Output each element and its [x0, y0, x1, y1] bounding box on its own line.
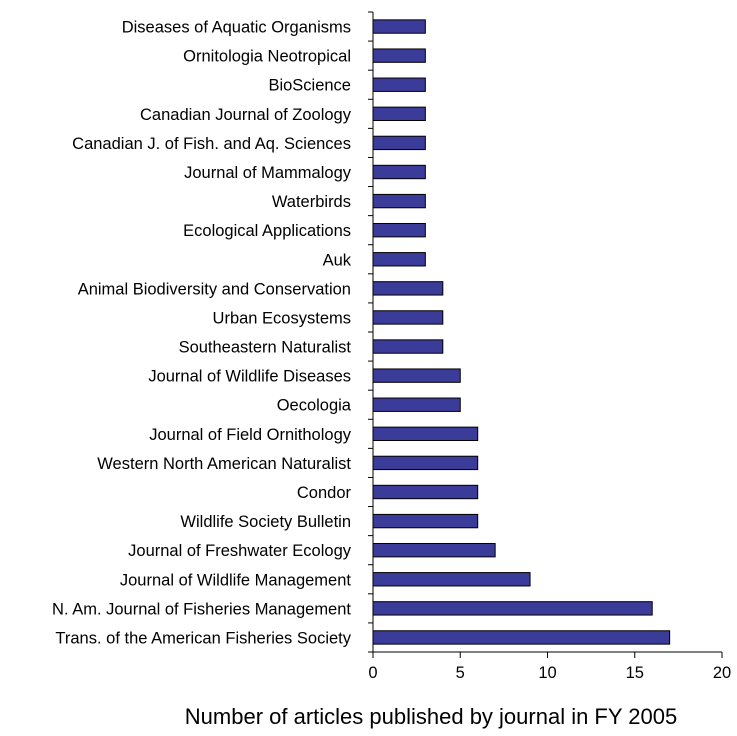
category-label: N. Am. Journal of Fisheries Management: [52, 600, 351, 618]
bar: [372, 572, 531, 587]
category-label: Canadian J. of Fish. and Aq. Sciences: [72, 135, 351, 153]
category-label: Journal of Mammalogy: [184, 164, 352, 182]
bar: [372, 193, 426, 209]
category-label: Journal of Wildlife Management: [120, 571, 352, 589]
bars-layer: [372, 19, 671, 645]
bar: [372, 601, 653, 616]
x-tick-label: 5: [456, 664, 465, 682]
x-tick-label: 0: [368, 664, 377, 682]
bar: [372, 368, 461, 383]
category-label: Animal Biodiversity and Conservation: [78, 280, 351, 298]
bar: [372, 339, 444, 354]
category-label: Urban Ecosystems: [213, 309, 351, 327]
category-label: Diseases of Aquatic Organisms: [122, 19, 351, 37]
category-label: Journal of Freshwater Ecology: [128, 542, 352, 560]
bar: [372, 19, 426, 34]
category-label: Wildlife Society Bulletin: [180, 513, 351, 531]
category-label: Journal of Field Ornithology: [149, 426, 352, 444]
category-label: Journal of Wildlife Diseases: [148, 368, 351, 386]
bar: [372, 484, 479, 500]
bar: [372, 455, 479, 471]
x-tick-labels: 0 5 10 15 20: [368, 664, 731, 682]
category-label: Western North American Naturalist: [97, 455, 351, 473]
category-label: Southeastern Naturalist: [179, 339, 352, 357]
bar: [372, 397, 461, 412]
bar: [372, 48, 426, 63]
category-labels: Diseases of Aquatic Organisms Ornitologia…: [52, 19, 352, 648]
bar: [372, 542, 496, 558]
category-label: Ornitologia Neotropical: [183, 48, 351, 66]
bar: [372, 310, 444, 325]
bar: [372, 426, 479, 442]
x-tick-label: 15: [626, 664, 644, 682]
bar: [372, 513, 479, 529]
category-label: Ecological Applications: [183, 222, 351, 240]
x-tick-label: 20: [713, 664, 731, 682]
category-label: Auk: [323, 251, 352, 269]
bar: [372, 77, 426, 92]
axes-layer: [368, 11, 723, 658]
bar: [372, 630, 671, 645]
bar: [372, 222, 426, 238]
category-label: Condor: [297, 484, 352, 502]
x-axis-title: Number of articles published by journal …: [185, 704, 677, 729]
bar: [372, 281, 444, 296]
category-label: Oecologia: [277, 397, 352, 415]
x-tick-label: 10: [538, 664, 556, 682]
category-label: Canadian Journal of Zoology: [140, 106, 352, 124]
category-label: BioScience: [268, 77, 351, 95]
category-label: Waterbirds: [272, 193, 351, 211]
bar: [372, 252, 426, 267]
bar: [372, 106, 426, 122]
bar: [372, 135, 426, 151]
bar: [372, 164, 426, 180]
category-label: Trans. of the American Fisheries Society: [55, 629, 351, 647]
